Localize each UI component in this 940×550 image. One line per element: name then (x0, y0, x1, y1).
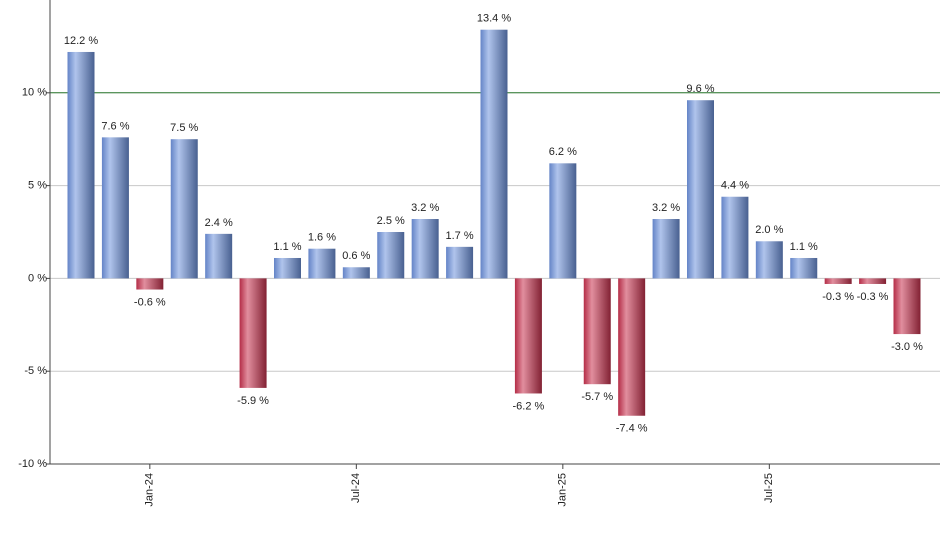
x-tick-label: Jan-25 (557, 473, 569, 507)
value-label: -0.6 % (134, 296, 166, 308)
value-label: -7.4 % (616, 423, 648, 435)
value-label: 1.1 % (273, 241, 301, 253)
y-tick-label: -5 % (24, 365, 47, 377)
value-label: 7.6 % (101, 120, 129, 132)
bar (205, 233, 233, 279)
bar (239, 278, 267, 388)
bar (755, 241, 783, 279)
value-label: -0.3 % (822, 291, 854, 303)
bar (859, 278, 887, 284)
value-label: 4.4 % (721, 180, 749, 192)
value-label: 2.5 % (377, 215, 405, 227)
value-label: 6.2 % (549, 146, 577, 158)
value-label: 1.7 % (446, 230, 474, 242)
bar (824, 278, 852, 284)
bar (136, 278, 164, 290)
y-tick-label: -10 % (18, 458, 47, 470)
bar (721, 196, 749, 279)
value-label: 1.6 % (308, 232, 336, 244)
y-tick-label: 5 % (28, 180, 47, 192)
value-label: -3.0 % (891, 341, 923, 353)
value-label: -5.9 % (237, 395, 269, 407)
value-label: 2.0 % (755, 224, 783, 236)
bar (652, 219, 680, 279)
bar (342, 267, 370, 279)
value-label: 1.1 % (790, 241, 818, 253)
bar (308, 248, 336, 279)
bar (480, 29, 508, 279)
value-label: 7.5 % (170, 122, 198, 134)
value-label: 2.4 % (205, 217, 233, 229)
bar (446, 246, 474, 279)
value-label: -6.2 % (513, 400, 545, 412)
bar (790, 257, 818, 279)
value-label: 0.6 % (342, 250, 370, 262)
value-label: -5.7 % (581, 391, 613, 403)
value-label: 13.4 % (477, 13, 511, 25)
y-tick-label: 0 % (28, 272, 47, 284)
bar (514, 278, 542, 394)
bar (411, 219, 439, 279)
value-label: -0.3 % (857, 291, 889, 303)
bar (170, 139, 198, 279)
bar (549, 163, 577, 279)
bar (67, 51, 95, 279)
value-label: 3.2 % (652, 202, 680, 214)
x-tick-label: Jan-24 (144, 473, 156, 507)
bar (101, 137, 129, 279)
bar (274, 257, 301, 279)
bar (377, 232, 405, 279)
bar (583, 278, 611, 385)
value-label: 3.2 % (411, 202, 439, 214)
bar (618, 278, 646, 416)
bar (687, 100, 714, 279)
bar (893, 278, 921, 335)
value-label: 9.6 % (686, 83, 714, 95)
value-label: 12.2 % (64, 35, 98, 47)
x-tick-label: Jul-25 (763, 473, 775, 503)
y-tick-label: 10 % (22, 87, 47, 99)
x-tick-label: Jul-24 (350, 473, 362, 503)
